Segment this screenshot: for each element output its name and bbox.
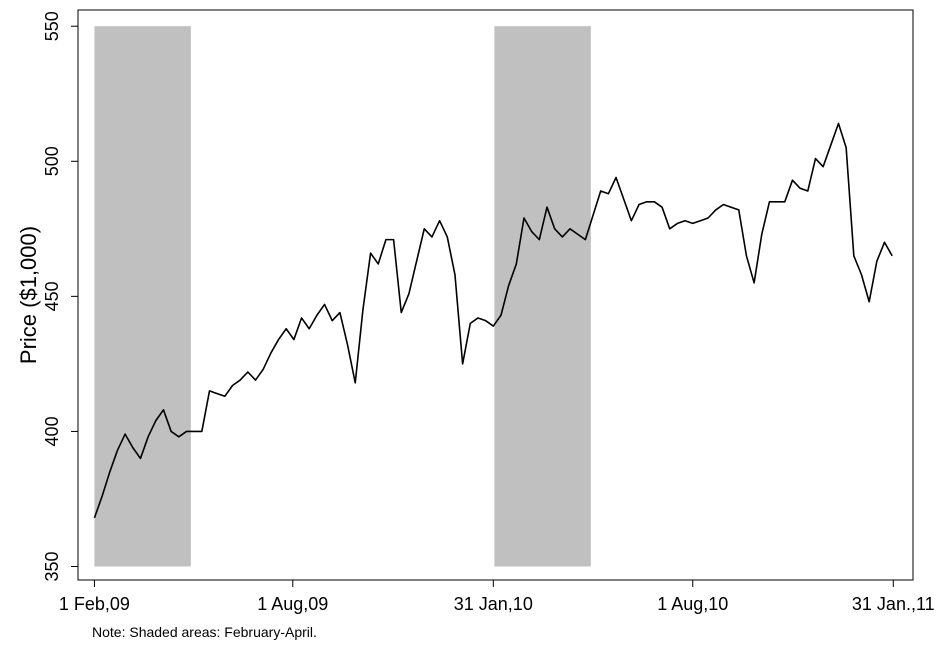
x-tick-label: 31 Jan,10 xyxy=(454,594,533,614)
plot-frame xyxy=(77,9,914,581)
x-tick-label: 1 Aug,10 xyxy=(657,594,728,614)
y-axis-title: Price ($1,000) xyxy=(16,226,41,364)
x-tick-label: 1 Aug,09 xyxy=(257,594,328,614)
y-tick-label: 350 xyxy=(42,551,62,581)
y-tick-label: 450 xyxy=(42,281,62,311)
price-line xyxy=(93,122,893,519)
y-tick-label: 550 xyxy=(42,11,62,41)
note: Note: Shaded areas: February-April. xyxy=(92,624,317,640)
shaded-area xyxy=(494,26,591,567)
y-tick-label: 500 xyxy=(42,146,62,176)
shaded-area xyxy=(94,26,191,567)
x-tick-label: 1 Feb,09 xyxy=(59,594,130,614)
x-tick-label: 31 Jan.,11 xyxy=(852,594,935,614)
y-tick-label: 400 xyxy=(42,416,62,446)
